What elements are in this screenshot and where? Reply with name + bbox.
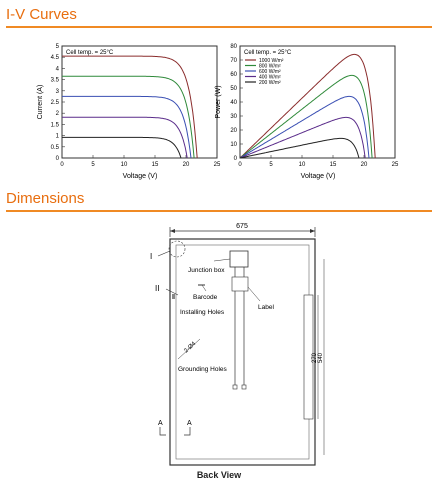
pv-chart: 0 5 10 15 20 25 0 10 20 30 40 50 60 70 80 Cell temp. =…: [215, 44, 399, 180]
barcode-label: Barcode: [193, 294, 218, 301]
width-label: 675: [236, 223, 248, 230]
section-a-right: [184, 427, 191, 436]
installing-hole-top: [172, 294, 175, 299]
installing-holes-label: Installing Holes: [180, 309, 225, 316]
marker-ii: II: [155, 284, 159, 293]
iv-plot-frame: [61, 45, 218, 159]
marker-i-leader: [157, 250, 171, 257]
pv-series-line: [239, 53, 376, 159]
pv-ylabel: Power (W): [215, 85, 222, 118]
pv-ytick-label: 0: [234, 156, 238, 162]
pv-series-line: [239, 74, 373, 159]
pv-xtick-label: 25: [392, 162, 399, 168]
marker-i: I: [150, 252, 152, 261]
dimensions-title: Dimensions: [6, 190, 85, 207]
iv-xtick-label: 25: [214, 162, 221, 168]
iv-ytick-label: 4.5: [51, 55, 60, 61]
marker-a-left: A: [158, 420, 163, 427]
pv-ytick-label: 30: [230, 114, 237, 120]
connector-right: [241, 384, 247, 390]
pv-legend-label: 200 W/m²: [259, 80, 281, 86]
pv-legend-label: 400 W/m²: [259, 74, 281, 80]
panel-frame-outer: [169, 238, 316, 466]
connector-left: [232, 384, 238, 390]
iv-chart: 0 5 10 15 20 25 0 0.5 1 1.5 2 2.5 3 3.5 4 4.5 5 Cell tem…: [37, 44, 221, 180]
iv-xtick-label: 0: [60, 162, 64, 168]
pv-series-line: [239, 95, 370, 159]
pv-ytick-label: 70: [230, 58, 237, 64]
pv-legend-label: 1000 W/m²: [259, 58, 284, 64]
iv-ytick-label: 1.5: [51, 122, 60, 128]
iv-ytick-label: 3: [56, 89, 60, 95]
iv-curves-rule: [6, 26, 432, 28]
marker-a-right: A: [187, 420, 192, 427]
pv-xtick-label: 20: [361, 162, 368, 168]
iv-ytick-label: 0: [56, 156, 60, 162]
pv-ytick-label: 20: [230, 128, 237, 134]
iv-series-group: [62, 55, 198, 159]
iv-xtick-label: 15: [152, 162, 159, 168]
iv-ytick-label: 5: [56, 44, 60, 50]
back-view-caption: Back View: [196, 470, 242, 480]
pv-series-line: [239, 116, 366, 159]
iv-ytick-label: 1: [56, 134, 60, 140]
junction-box-leader: [213, 258, 231, 262]
label-text: Label: [258, 304, 274, 311]
mounting-rail: [303, 294, 314, 420]
junction-box-label: Junction box: [188, 267, 225, 274]
pv-ytick-label: 60: [230, 72, 237, 78]
grounding-holes-label: Grounding Holes: [178, 366, 228, 373]
iv-annotation: Cell temp. = 25°C: [66, 50, 114, 56]
pv-ytick-label: 50: [230, 86, 237, 92]
pv-xtick-label: 15: [330, 162, 337, 168]
iv-ytick-label: 2.5: [51, 100, 60, 106]
label-leader: [247, 286, 261, 302]
pv-xtick-label: 0: [238, 162, 242, 168]
detail-circle-i: [168, 240, 186, 258]
pv-ytick-label: 10: [230, 142, 237, 148]
iv-series-line: [62, 95, 192, 159]
pv-ticks: 0 5 10 15 20 25 0 10 20 30 40 50 60 70 80: [230, 44, 399, 168]
dim-540: 540: [318, 352, 324, 363]
pv-xlabel: Voltage (V): [301, 173, 336, 180]
pv-ytick-label: 80: [230, 44, 237, 50]
iv-ticks: 0 5 10 15 20 25 0 0.5 1 1.5 2 2.5 3 3.5 4 4.5 5: [51, 44, 221, 168]
barcode-leader: [201, 284, 207, 292]
pv-annotation: Cell temp. = 25°C: [244, 50, 292, 56]
iv-xtick-label: 5: [91, 162, 95, 168]
pv-legend-label: 600 W/m²: [259, 69, 281, 75]
iv-ytick-label: 4: [56, 66, 60, 72]
iv-ytick-label: 2: [56, 111, 60, 117]
width-arrow-left: [170, 229, 175, 233]
pv-xtick-label: 5: [269, 162, 273, 168]
pv-series-group: [239, 53, 376, 159]
iv-series-line: [62, 55, 198, 159]
iv-ytick-label: 0.5: [51, 145, 60, 151]
marker-ii-leader: [165, 288, 179, 296]
iv-xtick-label: 10: [121, 162, 128, 168]
section-a-left: [159, 427, 166, 436]
pv-xtick-label: 10: [299, 162, 306, 168]
dimensions-diagram: 675 I II Junction box Label Barcode Inst…: [150, 223, 325, 466]
width-arrow-right: [310, 229, 315, 233]
iv-curves-title: I-V Curves: [6, 6, 77, 23]
iv-series-line: [62, 136, 182, 159]
dimensions-rule: [6, 210, 432, 212]
grounding-leader: [177, 338, 201, 360]
iv-series-line: [62, 116, 188, 159]
iv-ytick-label: 3.5: [51, 78, 60, 84]
iv-xtick-label: 20: [183, 162, 190, 168]
iv-ylabel: Current (A): [37, 85, 44, 120]
junction-box: [229, 250, 249, 268]
pv-series-line: [239, 137, 360, 159]
iv-xlabel: Voltage (V): [123, 173, 158, 180]
dim-270: 270: [312, 352, 318, 363]
pv-legend-label: 800 W/m²: [259, 63, 281, 69]
label-sticker: [231, 276, 249, 292]
pv-ytick-label: 40: [230, 100, 237, 106]
iv-series-line: [62, 75, 195, 159]
